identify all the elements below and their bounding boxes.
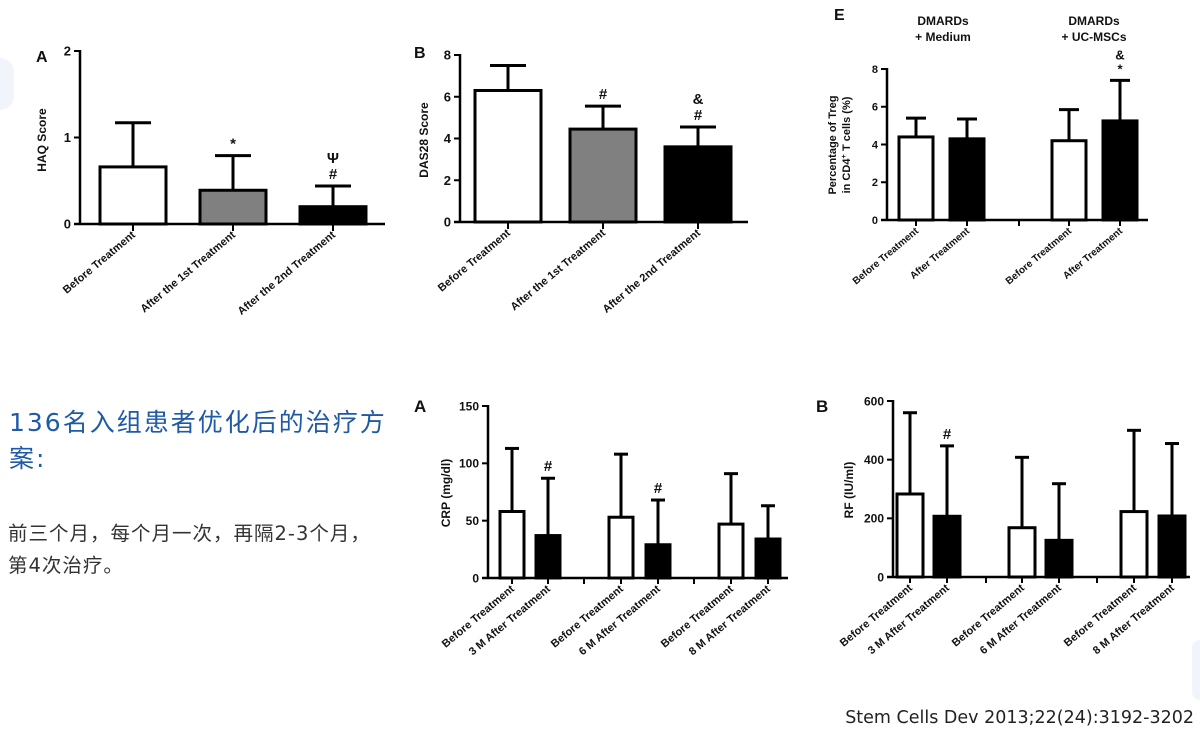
treatment-plan-heading: 136名入组患者优化后的治疗方案:: [9, 408, 387, 473]
bar: [534, 534, 562, 580]
y-tick-label: 2: [64, 44, 71, 59]
chart-das28: B Before Treatment # After the 1st Treatmen…: [414, 45, 748, 316]
panel-label: A: [414, 397, 426, 416]
y-axis-label-line1: Percentage of Treg: [827, 95, 839, 194]
y-axis-label-line2: in CD4+ T cells (%): [839, 96, 854, 193]
panel-label: B: [414, 45, 426, 62]
bar: [897, 135, 935, 222]
y-tick-label: 1: [64, 130, 71, 145]
decorative-left-tab: [0, 58, 14, 110]
y-tick-label: 2: [872, 177, 878, 189]
panel-label: B: [816, 397, 828, 416]
y-tick-label: 150: [459, 399, 479, 413]
bar: [1119, 510, 1149, 579]
y-tick-label: 100: [459, 457, 479, 471]
y-tick-label: 8: [872, 64, 878, 76]
bar: [473, 88, 543, 224]
significance-marker: #: [943, 426, 952, 443]
group-label: DMARDs: [917, 14, 969, 28]
significance-marker: *: [230, 136, 236, 153]
x-tick-label: After the 2nd Treatment: [601, 227, 704, 316]
significance-marker: *: [1117, 61, 1123, 76]
y-tick-label: 0: [877, 570, 884, 584]
significance-marker: #: [544, 458, 553, 475]
citation: Stem Cells Dev 2013;22(24):3192-3202: [845, 708, 1194, 728]
bar: [948, 137, 986, 222]
significance-marker: #: [329, 166, 338, 183]
significance-marker: #: [694, 107, 703, 124]
significance-marker: #: [599, 86, 608, 103]
y-tick-label: 0: [444, 215, 451, 230]
bar: [754, 537, 782, 580]
treatment-plan-description: 前三个月，每个月一次，再隔2-3个月，第4次治疗。: [8, 522, 371, 577]
x-tick-label: After the 1st Treatment: [138, 229, 238, 315]
x-tick-label: Before Treatment: [436, 227, 513, 295]
group-label: + UC-MSCs: [1061, 30, 1126, 44]
bar: [717, 522, 745, 580]
y-tick-label: 0: [64, 217, 71, 232]
group-label: + Medium: [915, 30, 971, 44]
y-tick-label: 400: [864, 453, 884, 467]
bar: [895, 492, 925, 579]
y-axis-label: HAQ Score: [35, 108, 49, 172]
y-tick-label: 6: [872, 102, 878, 114]
bar: [298, 205, 368, 226]
bar: [498, 509, 526, 580]
y-axis-label: CRP (mg/dl): [439, 459, 453, 527]
bar: [932, 514, 962, 579]
y-axis-label: DAS28 Score: [417, 102, 431, 178]
panel-label: E: [834, 7, 845, 24]
y-axis-label-part: T cells (%): [841, 96, 853, 154]
decorative-right-tab: [1192, 640, 1200, 700]
bar: [1044, 538, 1074, 579]
bar: [198, 188, 268, 226]
bar: [607, 515, 635, 580]
panel-label: A: [36, 49, 48, 66]
x-tick-label: After the 1st Treatment: [508, 227, 608, 313]
y-tick-label: 2: [444, 173, 451, 188]
y-tick-label: 8: [444, 48, 451, 63]
bar: [1007, 526, 1037, 579]
bar: [1101, 119, 1139, 222]
bar: [1157, 514, 1187, 579]
y-tick-label: 4: [872, 139, 879, 151]
y-axis-label-superscript: +: [839, 154, 848, 159]
y-tick-label: 0: [872, 215, 878, 227]
bar: [644, 543, 672, 580]
bar: [568, 127, 638, 224]
x-tick-label: Before Treatment: [61, 229, 138, 297]
group-label: DMARDs: [1068, 14, 1120, 28]
significance-marker: &: [1115, 47, 1124, 62]
y-tick-label: 50: [466, 514, 480, 528]
bar: [98, 165, 168, 226]
significance-marker: Ψ: [327, 150, 339, 167]
y-axis-label: RF (IU/ml): [842, 462, 856, 519]
bar: [663, 145, 733, 224]
y-tick-label: 6: [444, 89, 451, 104]
x-tick-label: After the 2nd Treatment: [236, 229, 339, 318]
significance-marker: &: [693, 91, 704, 108]
y-tick-label: 0: [472, 571, 479, 585]
y-tick-label: 200: [864, 512, 884, 526]
bar: [1050, 139, 1088, 222]
significance-marker: #: [654, 480, 663, 497]
y-tick-label: 600: [864, 394, 884, 408]
y-axis-label-part: in CD4: [841, 158, 853, 194]
y-tick-label: 4: [444, 131, 452, 146]
chart-haq: A Before Treatment * After the 1st Treatmen…: [35, 44, 385, 318]
